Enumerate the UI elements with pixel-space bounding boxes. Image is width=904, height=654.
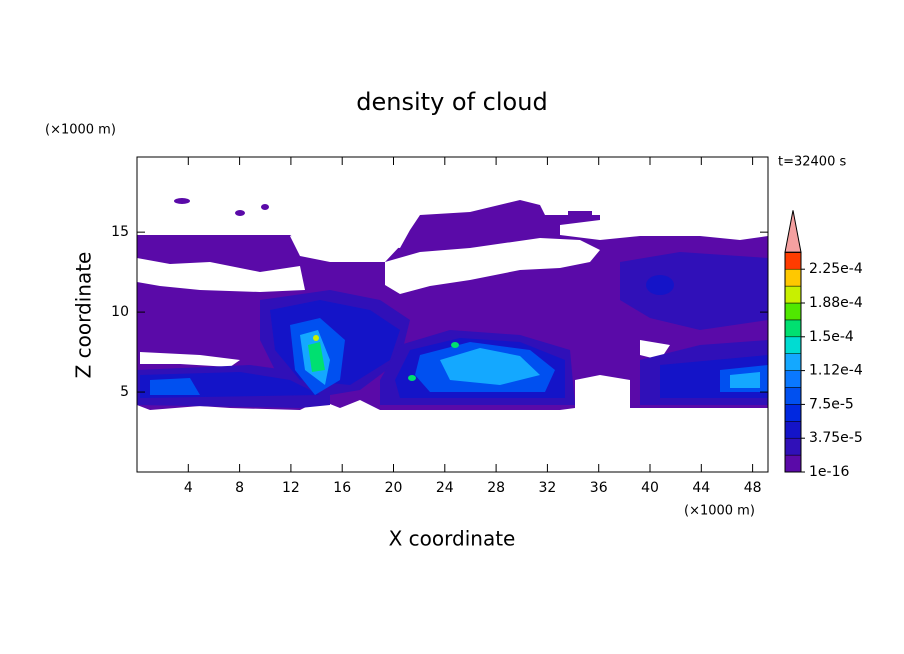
contour-region <box>568 211 592 219</box>
contour-region <box>408 375 416 381</box>
y-tick-label: 15 <box>111 224 129 240</box>
contour-region <box>451 342 459 348</box>
contour-region <box>174 198 190 204</box>
contour-region <box>308 342 325 372</box>
colorbar-band <box>784 336 802 354</box>
contour-region <box>235 210 245 216</box>
contour-field <box>137 198 768 410</box>
colorbar-tick-label: 1.5e-4 <box>809 329 854 345</box>
colorbar-band <box>784 370 802 388</box>
contour-region <box>150 378 200 395</box>
x-unit: (×1000 m) <box>684 504 755 519</box>
contour-region <box>620 252 768 330</box>
colorbar-band <box>784 437 802 456</box>
y-axis-label: Z coordinate <box>72 252 96 379</box>
contour-region <box>646 275 674 295</box>
clear-region <box>290 236 400 262</box>
y-tick-label: 5 <box>120 384 129 400</box>
x-tick-label: 8 <box>235 480 244 496</box>
x-tick-label: 4 <box>184 480 193 496</box>
contour-region <box>440 348 540 385</box>
clear-region <box>575 375 630 410</box>
x-tick-label: 44 <box>692 480 710 496</box>
colorbar-band <box>784 353 802 371</box>
clear-region <box>385 238 600 294</box>
colorbar-band <box>784 404 802 422</box>
x-tick-label: 20 <box>385 480 403 496</box>
colorbar-tick-label: 3.75e-5 <box>809 430 863 446</box>
colorbar-band <box>784 387 802 405</box>
colorbar-band <box>784 285 802 304</box>
colorbar-tick-label: 7.5e-5 <box>809 396 854 412</box>
colorbar-frame <box>784 251 802 473</box>
x-tick-label: 28 <box>487 480 505 496</box>
chart-title: density of cloud <box>356 88 547 116</box>
x-axis-label: X coordinate <box>389 527 516 551</box>
colorbar-band <box>784 302 802 321</box>
y-tick-label: 10 <box>111 304 129 320</box>
x-tick-label: 12 <box>282 480 300 496</box>
colorbar-tick-label: 1e-16 <box>809 464 849 480</box>
colorbar-band <box>784 252 802 270</box>
time-label: t=32400 s <box>778 155 846 170</box>
colorbar-band <box>784 454 802 473</box>
contour-region <box>730 372 760 388</box>
colorbar-tick-label: 2.25e-4 <box>809 261 863 277</box>
x-tick-label: 16 <box>333 480 351 496</box>
plot-frame <box>136 156 769 473</box>
contour-region <box>261 204 269 210</box>
x-tick-label: 40 <box>641 480 659 496</box>
colorbar-band <box>784 268 802 287</box>
clear-region <box>137 258 305 292</box>
x-tick-label: 48 <box>744 480 762 496</box>
colorbar-tick-label: 1.12e-4 <box>809 363 863 379</box>
colorbar-band <box>784 319 802 338</box>
y-unit: (×1000 m) <box>45 123 116 138</box>
colorbar-band <box>784 421 802 439</box>
clear-region <box>140 352 240 367</box>
colorbar-tick-label: 1.88e-4 <box>809 295 863 311</box>
x-tick-label: 36 <box>590 480 608 496</box>
contour-region <box>313 335 319 341</box>
x-tick-label: 24 <box>436 480 454 496</box>
x-tick-label: 32 <box>538 480 556 496</box>
